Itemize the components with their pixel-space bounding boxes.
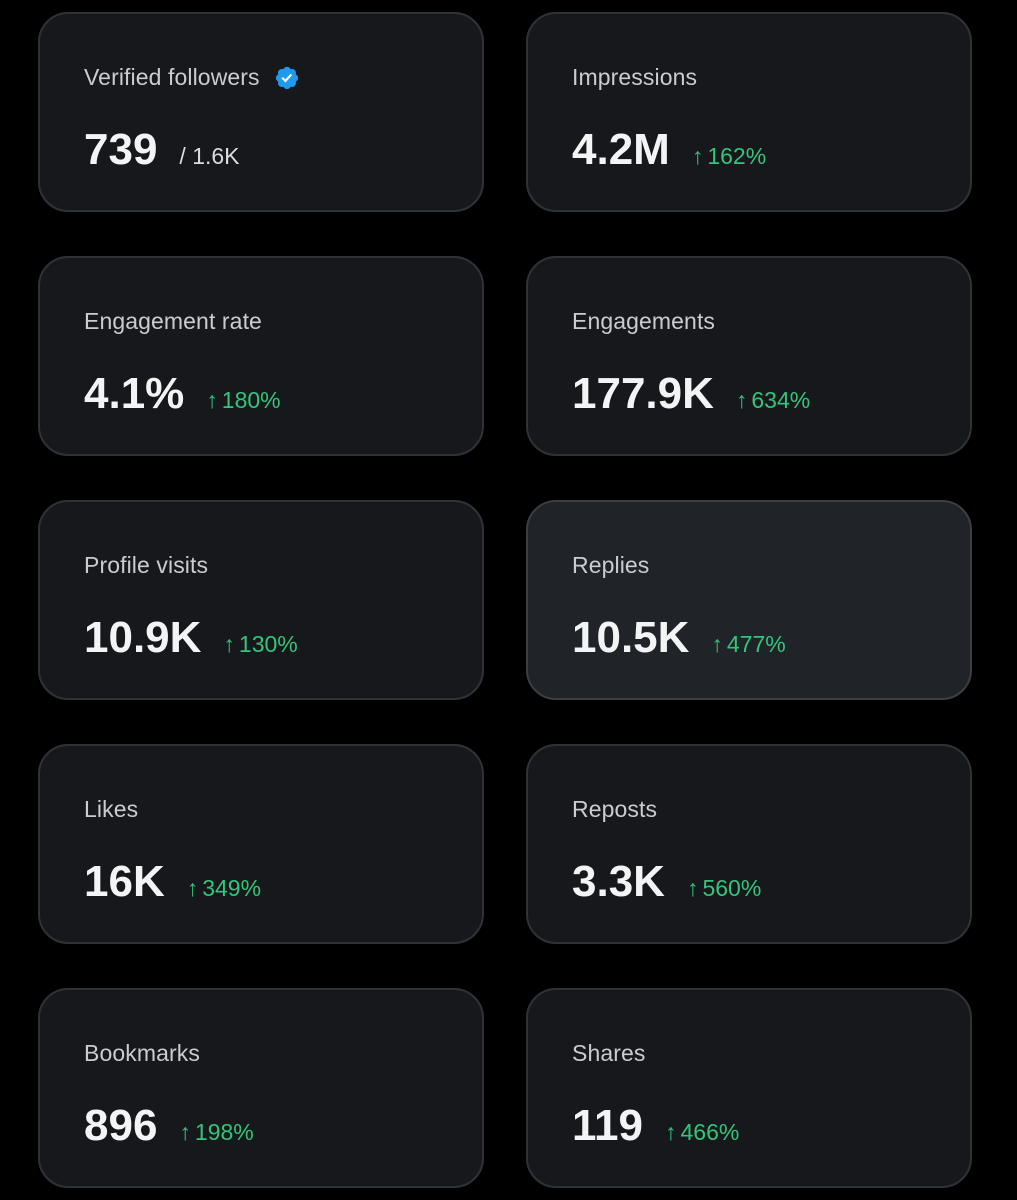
metric-card-likes[interactable]: Likes 16K ↑ 349%	[38, 744, 484, 944]
metric-value: 3.3K	[572, 857, 665, 906]
arrow-up-icon: ↑	[223, 631, 235, 657]
metric-card-shares[interactable]: Shares 119 ↑ 466%	[526, 988, 972, 1188]
metric-change-value: 198%	[194, 1119, 254, 1145]
metric-change: ↑ 180%	[206, 387, 280, 414]
metric-value: 16K	[84, 857, 165, 906]
metric-label: Profile visits	[84, 552, 209, 578]
metric-change: ↑ 198%	[179, 1119, 253, 1146]
metric-card-bookmarks[interactable]: Bookmarks 896 ↑ 198%	[38, 988, 484, 1188]
metric-label: Impressions	[572, 64, 698, 90]
metrics-grid: Verified followers 739 / 1.6K Impression…	[38, 12, 972, 1188]
metric-card-replies[interactable]: Replies 10.5K ↑ 477%	[526, 500, 972, 700]
metric-label: Likes	[84, 796, 139, 822]
metric-label: Engagements	[572, 308, 716, 334]
metric-label: Replies	[572, 552, 650, 578]
metric-value: 119	[572, 1101, 643, 1150]
metric-card-verified-followers[interactable]: Verified followers 739 / 1.6K	[38, 12, 484, 212]
metric-value: 4.1%	[84, 369, 185, 418]
metric-change-value: 634%	[751, 387, 811, 413]
arrow-up-icon: ↑	[179, 1119, 191, 1145]
arrow-up-icon: ↑	[686, 875, 699, 901]
arrow-up-icon: ↑	[186, 875, 199, 901]
metric-value: 4.2M	[572, 125, 670, 174]
metric-change: ↑ 349%	[187, 875, 261, 902]
metric-card-profile-visits[interactable]: Profile visits 10.9K ↑ 130%	[38, 500, 484, 700]
arrow-up-icon: ↑	[664, 1119, 677, 1145]
metric-card-impressions[interactable]: Impressions 4.2M ↑ 162%	[526, 12, 972, 212]
arrow-up-icon: ↑	[735, 387, 748, 413]
arrow-up-icon: ↑	[691, 143, 704, 169]
metric-label: Shares	[572, 1040, 646, 1066]
metric-total: / 1.6K	[179, 143, 240, 169]
metric-change: ↑ 162%	[692, 143, 766, 170]
metric-value: 10.5K	[572, 613, 690, 662]
metric-card-reposts[interactable]: Reposts 3.3K ↑ 560%	[526, 744, 972, 944]
metric-change-value: 162%	[707, 143, 767, 169]
metric-value: 896	[84, 1101, 158, 1150]
metric-change-value: 477%	[726, 631, 786, 657]
metric-change-value: 466%	[680, 1119, 740, 1145]
metric-change-value: 130%	[238, 631, 298, 657]
metric-card-engagement-rate[interactable]: Engagement rate 4.1% ↑ 180%	[38, 256, 484, 456]
verified-badge-icon	[274, 65, 300, 91]
metric-value: 739	[84, 125, 158, 174]
metric-change-value: 349%	[202, 875, 262, 901]
metric-value: 177.9K	[572, 369, 714, 418]
metric-label: Engagement rate	[84, 308, 262, 334]
metric-change: ↑ 477%	[711, 631, 785, 658]
arrow-up-icon: ↑	[206, 387, 218, 413]
metric-change: ↑ 634%	[736, 387, 810, 414]
metric-change-value: 560%	[702, 875, 762, 901]
metric-label: Bookmarks	[84, 1040, 200, 1066]
metric-change: ↑ 130%	[223, 631, 297, 658]
metric-change-value: 180%	[221, 387, 281, 413]
metric-card-engagements[interactable]: Engagements 177.9K ↑ 634%	[526, 256, 972, 456]
metric-value: 10.9K	[84, 613, 202, 662]
metric-label: Reposts	[572, 796, 658, 822]
arrow-up-icon: ↑	[711, 631, 723, 657]
metric-change: ↑ 560%	[687, 875, 761, 902]
metric-label: Verified followers	[84, 64, 260, 90]
metric-change: ↑ 466%	[665, 1119, 739, 1146]
